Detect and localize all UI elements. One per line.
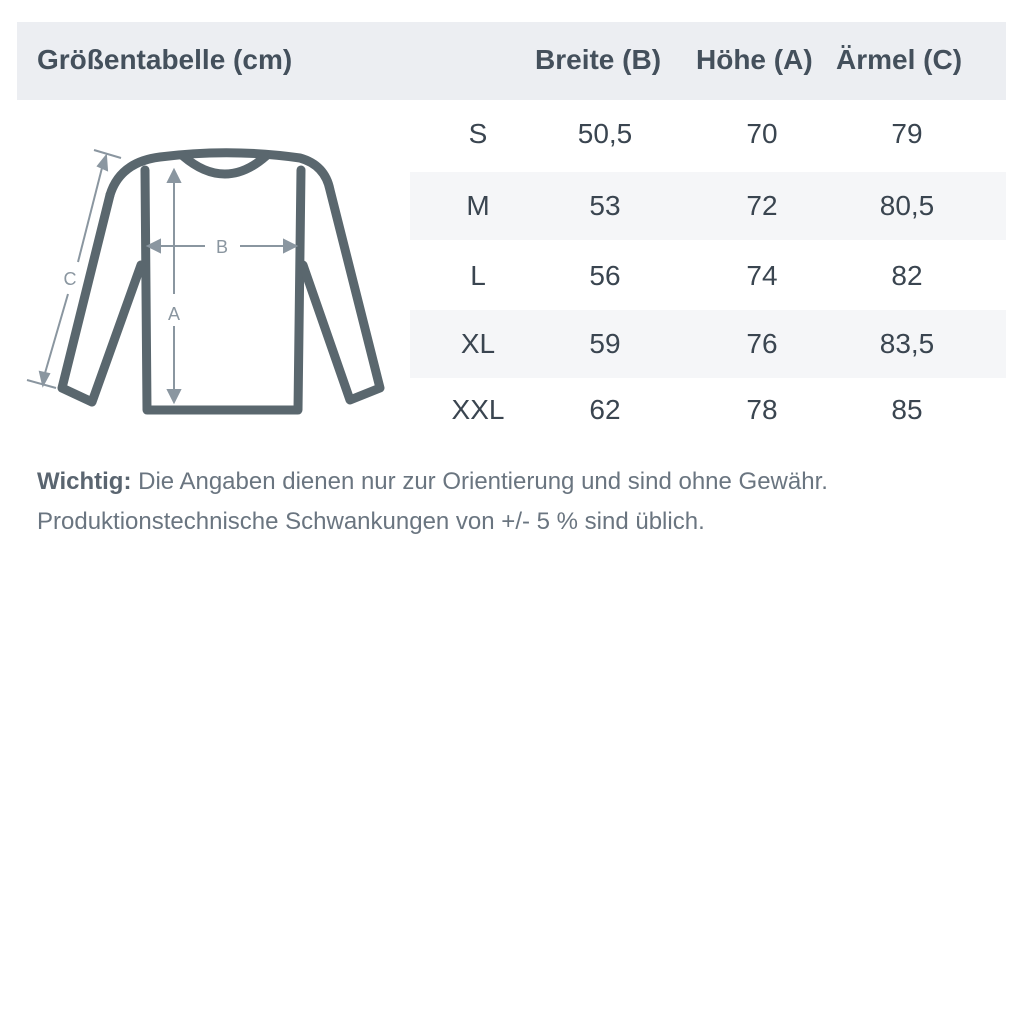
label-c: C bbox=[64, 269, 77, 289]
cell-hoehe: 72 bbox=[746, 190, 778, 221]
table-row: L 56 74 82 bbox=[410, 242, 1006, 310]
cell-aermel: 85 bbox=[891, 394, 923, 425]
table-row: XXL 62 78 85 bbox=[410, 376, 1006, 444]
table-row: S 50,5 70 79 bbox=[410, 100, 1006, 168]
column-breite: Breite (B) bbox=[535, 44, 662, 75]
cell-aermel: 79 bbox=[891, 118, 923, 149]
table-title: Größentabelle (cm) bbox=[37, 44, 293, 75]
note-label: Wichtig: bbox=[37, 468, 132, 495]
sweater-diagram: A B C bbox=[26, 148, 385, 415]
cell-breite: 62 bbox=[589, 394, 621, 425]
cell-size: XL bbox=[460, 328, 496, 359]
table-header: Größentabelle (cm) Breite (B) Höhe (A) Ä… bbox=[17, 22, 1006, 100]
cell-hoehe: 76 bbox=[746, 328, 778, 359]
note-text: Die Angaben dienen nur zur Orientierung … bbox=[131, 468, 828, 495]
cell-size: L bbox=[470, 260, 486, 291]
cell-hoehe: 78 bbox=[746, 394, 778, 425]
cell-breite: 50,5 bbox=[577, 118, 633, 149]
column-aermel: Ärmel (C) bbox=[836, 44, 963, 75]
note-line2: Produktionstechnische Schwankungen von +… bbox=[37, 508, 705, 535]
cell-aermel: 82 bbox=[891, 260, 923, 291]
cell-aermel: 83,5 bbox=[879, 328, 935, 359]
note: Wichtig: Die Angaben dienen nur zur Orie… bbox=[37, 462, 828, 542]
cell-hoehe: 70 bbox=[746, 118, 778, 149]
cell-size: XXL bbox=[451, 394, 505, 425]
cell-size: S bbox=[468, 118, 488, 149]
label-a: A bbox=[168, 304, 180, 324]
cell-hoehe: 74 bbox=[746, 260, 778, 291]
label-b: B bbox=[216, 237, 228, 257]
cell-breite: 53 bbox=[589, 190, 621, 221]
sweater-icon bbox=[57, 148, 385, 415]
measurement-arrows bbox=[26, 149, 299, 405]
table-row: M 53 72 80,5 bbox=[410, 172, 1006, 240]
cell-aermel: 80,5 bbox=[879, 190, 935, 221]
cell-breite: 56 bbox=[589, 260, 621, 291]
cell-breite: 59 bbox=[589, 328, 621, 359]
column-hoehe: Höhe (A) bbox=[696, 44, 813, 75]
table-row: XL 59 76 83,5 bbox=[410, 310, 1006, 378]
cell-size: M bbox=[466, 190, 490, 221]
